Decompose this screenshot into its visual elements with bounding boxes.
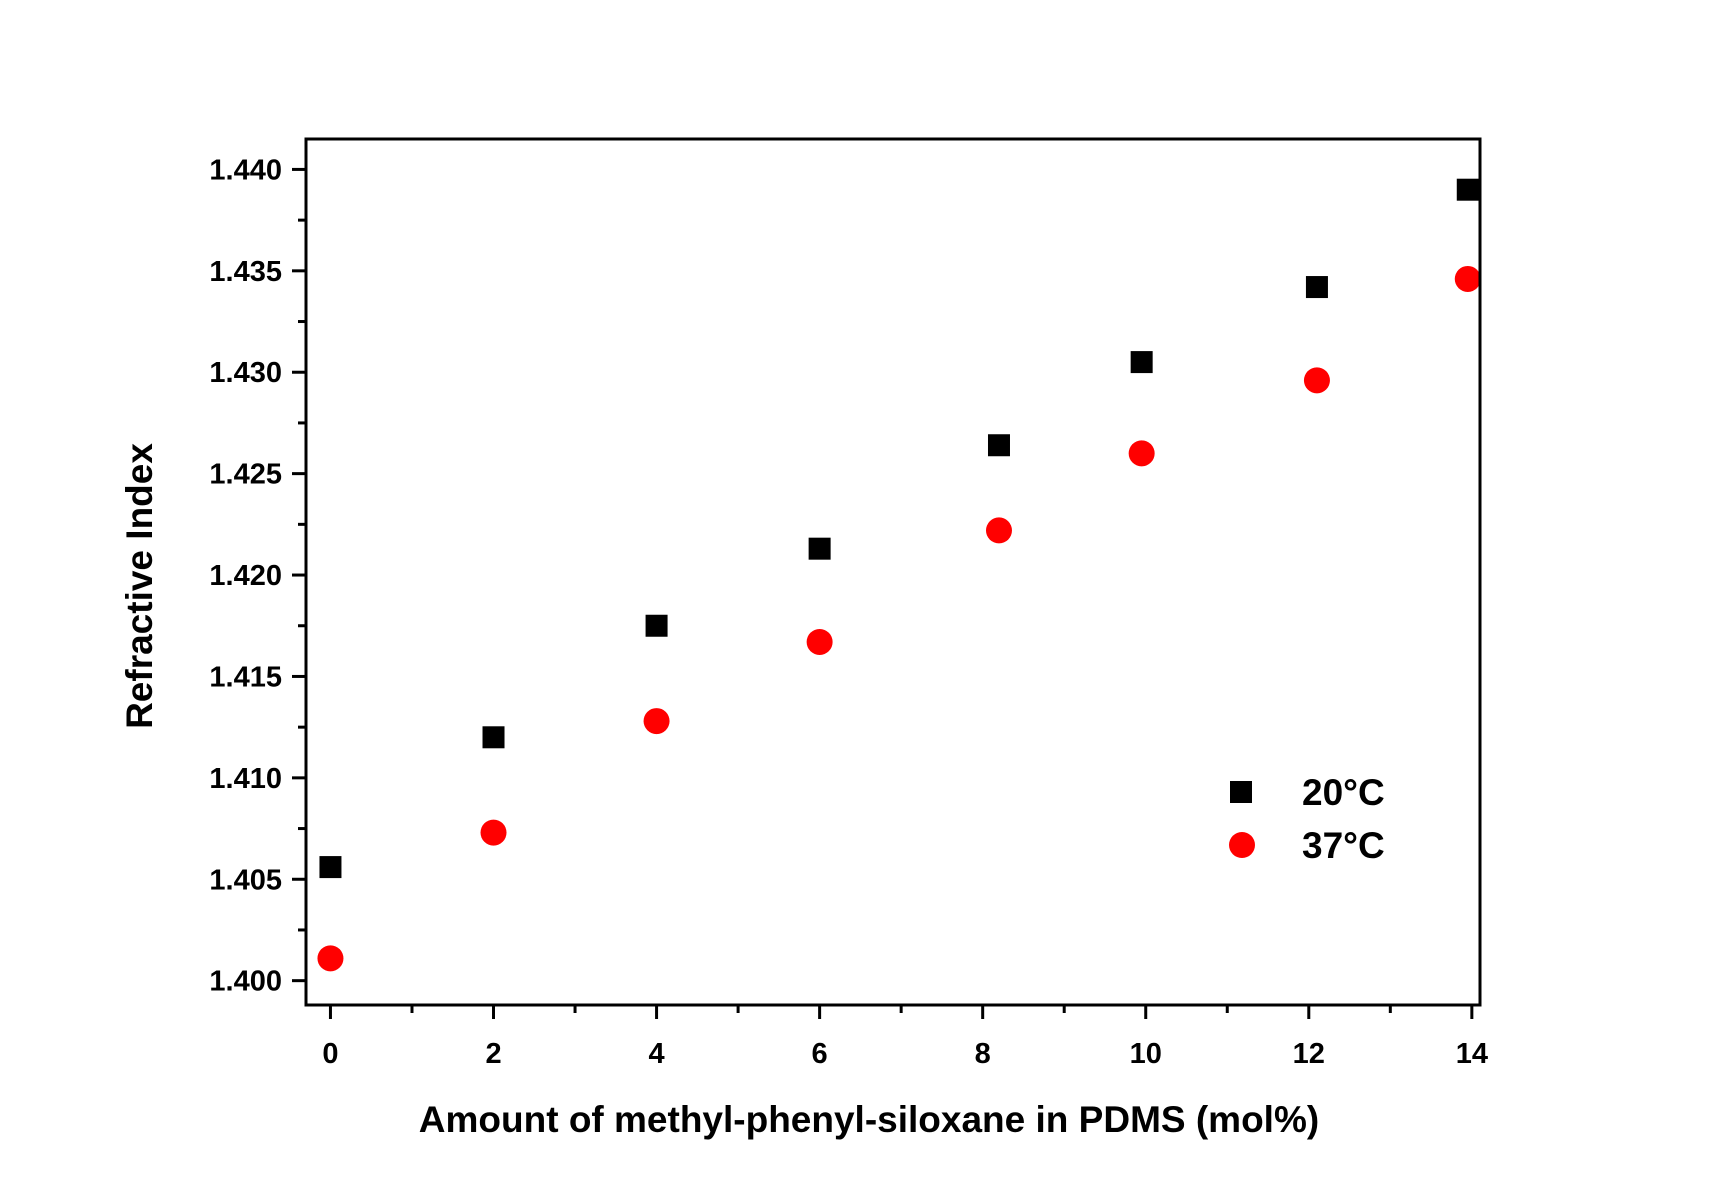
x-tick-label: 6: [812, 1038, 828, 1070]
y-tick-label: 1.405: [209, 864, 282, 896]
legend-label-20c: 20°C: [1302, 772, 1385, 813]
data-point-20c: [319, 856, 342, 879]
data-point-20c: [1130, 351, 1153, 374]
data-point-37c: [480, 819, 507, 846]
plot-area-frame: [304, 137, 1482, 1007]
legend-marker-square: [1230, 781, 1252, 803]
data-point-37c: [1303, 367, 1330, 394]
x-tick-label: 4: [648, 1038, 664, 1070]
data-point-37c: [317, 945, 344, 972]
data-point-20c: [1305, 276, 1328, 299]
y-tick-label: 1.425: [209, 459, 282, 491]
x-tick-label: 8: [975, 1038, 991, 1070]
data-point-20c: [987, 434, 1010, 457]
data-point-37c: [1128, 440, 1155, 467]
y-tick-label: 1.430: [209, 357, 282, 389]
data-points: [317, 178, 1481, 972]
y-tick-label: 1.415: [209, 661, 282, 693]
legend-label-37c: 37°C: [1302, 825, 1385, 866]
x-tick-label: 2: [485, 1038, 501, 1070]
x-tick-label: 0: [322, 1038, 338, 1070]
data-point-20c: [1456, 178, 1479, 201]
data-point-37c: [1454, 265, 1481, 292]
axis-ticks: [292, 167, 1474, 1019]
data-point-37c: [643, 708, 670, 735]
y-tick-label: 1.400: [209, 966, 282, 998]
legend-item-20c: 20°C: [1230, 772, 1385, 813]
data-point-37c: [806, 628, 833, 655]
y-tick-label: 1.410: [209, 763, 282, 795]
y-axis-title: Refractive Index: [119, 443, 160, 729]
data-point-20c: [645, 614, 668, 637]
data-point-37c: [985, 517, 1012, 544]
x-tick-label: 14: [1456, 1038, 1488, 1070]
legend-marker-circle: [1229, 832, 1255, 858]
legend: 20°C 37°C: [1229, 772, 1385, 866]
y-tick-label: 1.440: [209, 154, 282, 186]
y-tick-label: 1.420: [209, 560, 282, 592]
x-axis-title: Amount of methyl-phenyl-siloxane in PDMS…: [419, 1099, 1319, 1140]
y-tick-label: 1.435: [209, 256, 282, 288]
data-point-20c: [482, 726, 505, 749]
tick-labels: 0 2 4 6 8 10 12 14 1.400 1.405 1.410 1.415 1.420 1.42…: [209, 154, 1488, 1070]
x-tick-label: 10: [1130, 1038, 1162, 1070]
x-tick-label: 12: [1293, 1038, 1325, 1070]
data-point-20c: [808, 537, 831, 560]
legend-item-37c: 37°C: [1229, 825, 1385, 866]
